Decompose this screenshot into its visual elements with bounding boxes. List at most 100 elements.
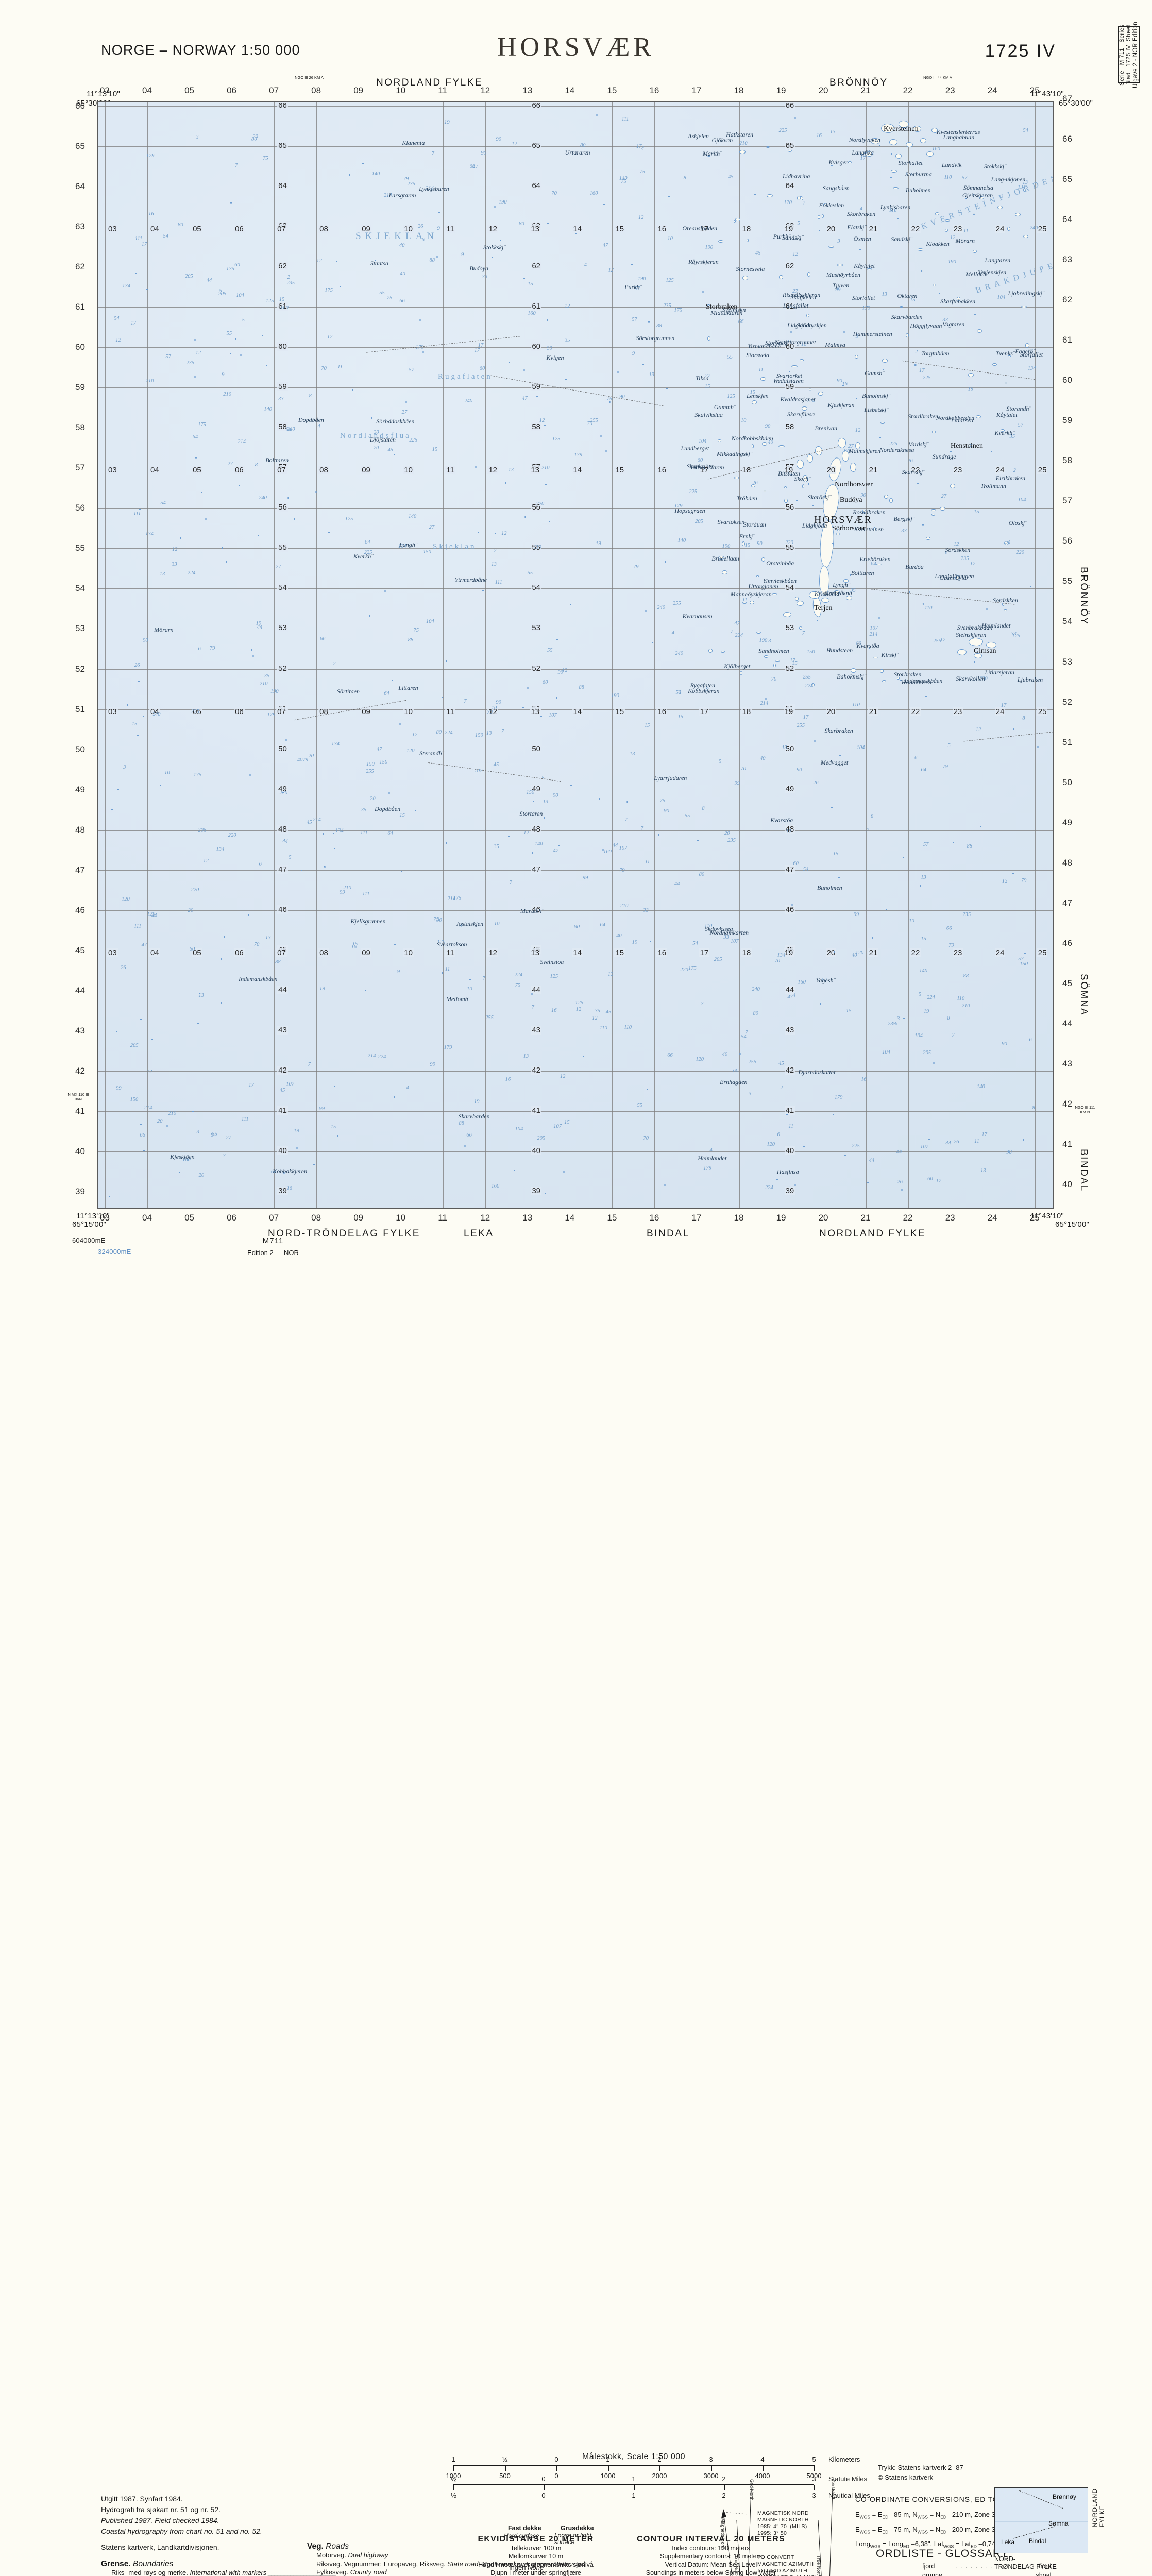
depth-sounding: 2 [866,828,869,834]
depth-sounding: 7 [532,1005,534,1010]
depth-sounding: 15 [833,851,839,857]
interior-grid-number: 54 [277,583,288,592]
islet-label: Kjölberget [724,663,750,670]
grid-coordinate-number: 23 [945,1213,955,1223]
islet-label: Stokkskj¨ [483,244,505,251]
depth-sounding: 12 [608,972,614,977]
scale-tick [763,2465,764,2471]
depth-sounding: 220 [228,833,236,838]
depth-sounding: 17 [248,1082,254,1088]
depth-sounding: 57 [632,317,637,323]
depth-sounding: 55 [379,290,385,296]
islet-label: Kvarstöa [857,642,879,650]
locator-caption-2: TRØNDELAG FYLKE [994,2563,1057,2571]
grid-coordinate-number: 18 [734,86,744,96]
depth-sounding: 7 [641,826,643,832]
depth-sounding: 111 [241,1116,248,1122]
depth-sounding: 205 [714,957,722,962]
sea-area-label: Rugaflaten [438,372,493,381]
depth-sounding: 160 [932,146,940,152]
islet-label: Kvarnausen [683,613,713,620]
depth-sounding: 15 [432,447,438,452]
skerry [773,664,776,667]
scale-unit-label: Kilometers [828,2455,860,2463]
grid-coordinate-number: 12 [480,1213,490,1223]
depth-sounding: 54 [160,500,166,506]
skerry [992,363,997,366]
islet-label: Kvestenslerterras [937,128,980,136]
depth-sounding: 150 [423,549,431,555]
skerry [1007,227,1010,231]
interior-grid-number: 25 [1037,225,1048,233]
pub-line-5: Statens kartverk, Landkartdivisjonen. [101,2542,262,2553]
interior-grid-number: 56 [277,503,288,512]
grid-coordinate-number: 20 [819,86,828,96]
islet-label: Ljubraken [1018,676,1043,684]
depth-sounding: 214 [870,632,878,637]
skerry [809,388,811,391]
depth-sounding: 205 [130,1043,139,1048]
interior-grid-number: 54 [531,583,541,592]
grid-north-label-32: Grid North [749,2479,754,2501]
rock-marker [180,537,181,539]
depth-sounding: 7 [501,728,504,734]
islet-label: Kristiania [815,590,840,598]
rock-marker [599,798,600,800]
grid-coordinate-number: 44 [75,986,85,996]
ngo-top-left-tick: NGO III 26 KM A [294,75,325,80]
grid-coordinate-number: 60 [75,342,85,352]
grid-coordinate-number: 25 [1030,86,1040,96]
grid-coordinate-number: 14 [565,1213,574,1223]
interior-grid-number: 42 [531,1066,541,1075]
islet-label: Lidgkjöda [787,321,812,329]
scale-tick [453,2485,454,2490]
depth-sounding: 125 [1012,633,1020,639]
depth-sounding: 17 [130,320,136,326]
islet-label: Storsveia [747,351,770,359]
depth-sounding: 175 [198,422,206,428]
depth-sounding: 140 [372,171,380,177]
rock-marker [249,774,251,776]
depth-sounding: 70 [321,366,327,371]
depth-sounding: 27 [429,524,435,530]
interior-grid-number: 54 [785,583,795,592]
locator-label-bindal: Bindal [1029,2537,1046,2545]
depth-sounding: 2 [915,349,918,355]
depth-sounding: 66 [946,926,952,931]
depth-sounding: 205 [923,1050,931,1056]
interior-grid-number: 21 [868,707,879,716]
rock-marker [859,249,861,250]
depth-sounding: 225 [852,1143,860,1149]
depth-sounding: 60 [480,366,485,371]
grid-line-horizontal [98,307,1053,308]
islet-label: Kversteinen [854,526,884,533]
islet-label: Trollmann [980,482,1006,490]
sea-area-label: Skjeklan [433,543,477,551]
depth-sounding: 12 [608,267,614,273]
skerry [721,651,725,653]
interior-grid-number: 21 [868,225,879,233]
depth-sounding: 125 [550,974,558,979]
scale-tick [814,2465,815,2471]
depth-sounding: 6 [259,861,262,867]
grid-coordinate-number: 19 [776,86,786,96]
rock-marker [547,319,548,321]
depth-sounding: 15 [745,543,751,548]
skerry [800,359,804,361]
depth-sounding: 120 [122,896,130,902]
grid-coordinate-number: 64 [75,181,85,192]
depth-sounding: 55 [727,354,733,360]
islet-label: Skalvikslua [694,411,723,419]
islet-label: Vosaadtaren [901,679,931,686]
depth-sounding: 66 [466,1132,472,1138]
map-body[interactable]: 6665646362616059585756555453525150494847… [97,101,1054,1209]
rock-marker [508,836,510,837]
interior-grid-number: 12 [487,225,498,233]
depth-sounding: 70 [487,709,493,715]
interior-grid-number: 20 [826,225,837,233]
depth-sounding: 179 [835,1095,843,1100]
interior-grid-number: 65 [785,141,795,150]
islet-label: Sörbddoskbåen [376,418,414,426]
depth-sounding: 255 [366,769,374,774]
scale-number: 1 [606,2455,609,2463]
